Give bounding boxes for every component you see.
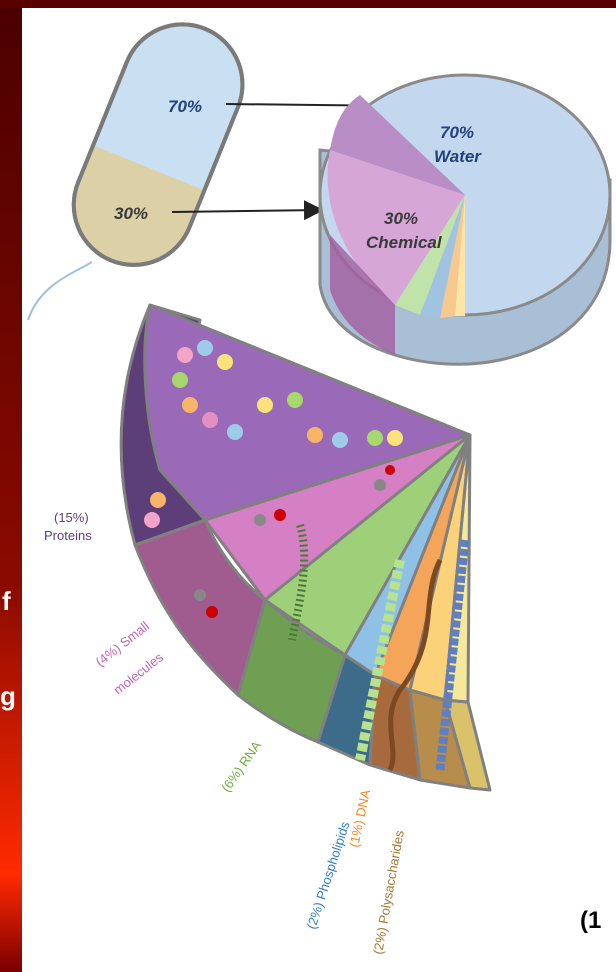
pie-label: Water bbox=[434, 147, 482, 166]
cut-text: (1 bbox=[580, 907, 601, 934]
pie-cylinder bbox=[318, 73, 612, 366]
top-strip bbox=[0, 0, 616, 8]
pie-label: 70% bbox=[440, 123, 474, 142]
side-panel bbox=[0, 0, 22, 972]
arrow bbox=[171, 200, 324, 221]
capsule-label: 30% bbox=[114, 204, 148, 223]
fan-label: (15%) bbox=[54, 510, 89, 525]
pie-label: 30% bbox=[384, 209, 418, 228]
fan-label: Proteins bbox=[44, 528, 92, 543]
pie-label: Chemical bbox=[366, 233, 443, 252]
cut-text: g bbox=[0, 681, 16, 711]
capsule-label: 70% bbox=[168, 97, 202, 116]
flagellum bbox=[27, 261, 93, 321]
cut-text: f bbox=[2, 586, 11, 616]
molecules bbox=[144, 340, 470, 772]
capsule bbox=[71, 22, 245, 267]
